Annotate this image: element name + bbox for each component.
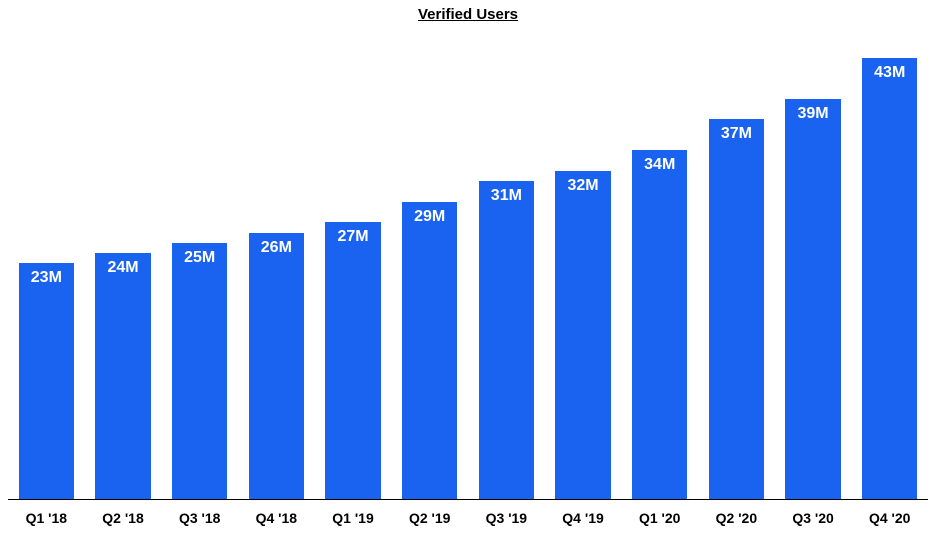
bar: 43M (862, 58, 917, 500)
bar: 34M (632, 150, 687, 500)
chart-plot-area: 23M 24M 25M 26M 27M 29M 31M 32M 34M 37M 39M 43M Q1 … (0, 27, 936, 534)
bar-col: 27M (315, 37, 392, 500)
x-labels-container: Q1 '18Q2 '18Q3 '18Q4 '18Q1 '19Q2 '19Q3 '… (8, 504, 928, 534)
chart-title: Verified Users (418, 6, 518, 23)
bar-value-label: 29M (414, 208, 445, 226)
x-axis-label: Q3 '18 (161, 504, 238, 534)
bar-col: 23M (8, 37, 85, 500)
x-axis-label: Q1 '20 (621, 504, 698, 534)
bar: 39M (785, 99, 840, 500)
verified-users-chart: Verified Users 23M 24M 25M 26M 27M 29M 31M 32M 3… (0, 0, 936, 534)
x-axis-label: Q2 '20 (698, 504, 775, 534)
bars-container: 23M 24M 25M 26M 27M 29M 31M 32M 34M 37M 39M 43M (8, 37, 928, 500)
bar-value-label: 43M (874, 64, 905, 82)
bar-col: 25M (161, 37, 238, 500)
bar: 37M (709, 119, 764, 500)
bar-value-label: 37M (721, 125, 752, 143)
bar-value-label: 32M (567, 177, 598, 195)
x-axis-label: Q4 '20 (851, 504, 928, 534)
bar-col: 39M (775, 37, 852, 500)
bar-col: 32M (545, 37, 622, 500)
x-axis-label: Q3 '20 (775, 504, 852, 534)
x-axis-label: Q4 '19 (545, 504, 622, 534)
bar-col: 29M (391, 37, 468, 500)
x-axis-label: Q2 '19 (391, 504, 468, 534)
bar-value-label: 26M (261, 239, 292, 257)
x-axis-label: Q4 '18 (238, 504, 315, 534)
bar-value-label: 25M (184, 249, 215, 267)
bar-col: 26M (238, 37, 315, 500)
bar: 27M (325, 222, 380, 500)
x-axis-label: Q1 '18 (8, 504, 85, 534)
x-axis-label: Q2 '18 (85, 504, 162, 534)
bar-value-label: 23M (31, 269, 62, 287)
bar-col: 31M (468, 37, 545, 500)
x-axis-label: Q3 '19 (468, 504, 545, 534)
x-axis-line (8, 499, 928, 500)
bar: 23M (19, 263, 74, 500)
bar-value-label: 31M (491, 187, 522, 205)
bar-col: 34M (621, 37, 698, 500)
bar: 24M (95, 253, 150, 500)
bar: 26M (249, 233, 304, 501)
bar: 25M (172, 243, 227, 500)
bar-value-label: 34M (644, 156, 675, 174)
bar-value-label: 27M (337, 228, 368, 246)
bar: 31M (479, 181, 534, 500)
x-axis-label: Q1 '19 (315, 504, 392, 534)
bar-col: 24M (85, 37, 162, 500)
bar: 29M (402, 202, 457, 500)
bar-col: 37M (698, 37, 775, 500)
bar-value-label: 39M (797, 105, 828, 123)
bar-value-label: 24M (107, 259, 138, 277)
bar: 32M (555, 171, 610, 500)
bar-col: 43M (851, 37, 928, 500)
